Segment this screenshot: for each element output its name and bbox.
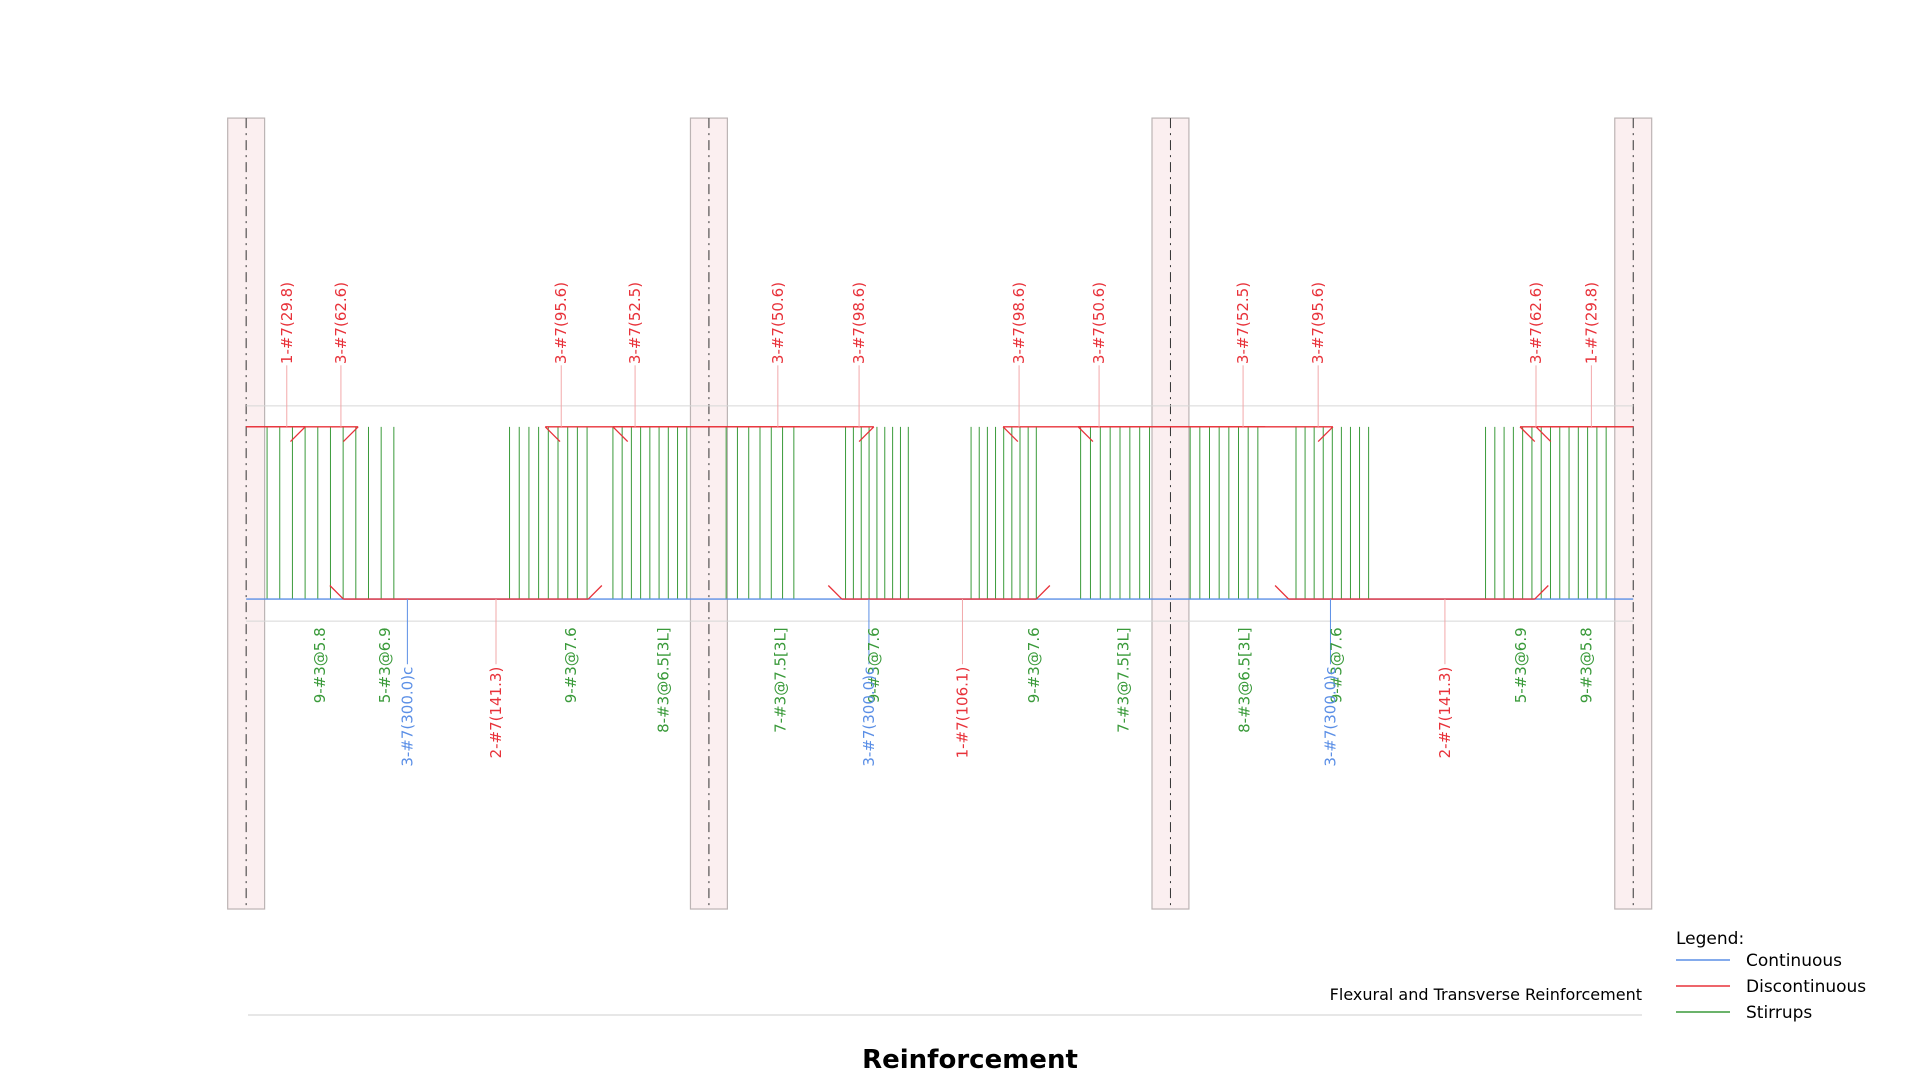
bar-hook	[329, 585, 344, 600]
bar-hook	[1035, 585, 1051, 600]
stirrup-label: 5-#3@6.9	[376, 627, 394, 703]
bottom-bar-label: 1-#7(106.1)	[953, 667, 971, 759]
stirrup-label: 7-#3@7.5[3L]	[771, 627, 789, 733]
bar-hook	[587, 585, 603, 600]
stirrup-label: 9-#3@7.6	[865, 627, 883, 703]
stirrup-label: 7-#3@7.5[3L]	[1115, 627, 1133, 733]
label-leaders	[286, 365, 1592, 665]
top-bar-label: 3-#7(95.6)	[1309, 282, 1327, 364]
caption: Flexural and Transverse Reinforcement	[1330, 985, 1642, 1004]
top-bar-label: 3-#7(98.6)	[850, 282, 868, 364]
top-bar-label: 1-#7(29.8)	[278, 282, 296, 364]
top-bar-label: 3-#7(52.5)	[1234, 282, 1252, 364]
diagram-title: Reinforcement	[862, 1045, 1078, 1075]
stirrup-label: 9-#3@7.6	[1025, 627, 1043, 703]
supports	[227, 117, 1653, 910]
stirrup-lines	[266, 426, 1607, 600]
bottom-bar-label: 2-#7(141.3)	[487, 667, 505, 759]
top-bar-label: 1-#7(29.8)	[1582, 282, 1600, 364]
stirrup-label: 8-#3@6.5[3L]	[1235, 627, 1253, 733]
bar-hook	[1274, 585, 1290, 600]
stirrup-label: 5-#3@6.9	[1512, 627, 1530, 703]
bar-hook	[342, 426, 359, 443]
guide-lines	[246, 405, 1634, 622]
stirrup-label: 9-#3@5.8	[311, 627, 329, 703]
bar-hook	[827, 585, 843, 600]
top-bar-label: 3-#7(50.6)	[1090, 282, 1108, 364]
bar-hook	[1002, 426, 1019, 443]
continuous-bar-label: 3-#7(300.0)c	[860, 667, 878, 767]
bar-hook	[612, 426, 629, 443]
legend: Legend: Continuous Discontinuous Stirrup…	[1676, 929, 1866, 1023]
stirrup-label: 9-#3@5.8	[1577, 627, 1595, 703]
continuous-bar-label: 3-#7(300.0)c	[1321, 667, 1339, 767]
bar-hook	[1077, 426, 1094, 443]
bar-hook	[290, 426, 306, 443]
legend-label-continuous: Continuous	[1746, 951, 1842, 971]
top-bar-label: 3-#7(95.6)	[552, 282, 570, 364]
bar-hook	[1317, 426, 1334, 443]
bottom-bar-label: 2-#7(141.3)	[1436, 667, 1454, 759]
bar-hook	[1534, 585, 1549, 600]
stirrup-label: 9-#3@7.6	[562, 627, 580, 703]
top-bar-label: 3-#7(62.6)	[332, 282, 350, 364]
rebar-lines	[246, 426, 1634, 600]
support-column	[689, 117, 728, 910]
support-column	[227, 117, 266, 910]
legend-label-discontinuous: Discontinuous	[1746, 977, 1866, 997]
top-bar-label: 3-#7(98.6)	[1010, 282, 1028, 364]
top-bar-label: 3-#7(62.6)	[1527, 282, 1545, 364]
bar-hook	[1535, 426, 1552, 443]
bar-labels: 1-#7(29.8) 3-#7(62.6) 3-#7(95.6) 3-#7(52.5)…	[278, 282, 1601, 767]
bar-hook	[544, 426, 561, 443]
bar-hook	[1519, 426, 1536, 443]
legend-title: Legend:	[1676, 929, 1744, 949]
continuous-bar-label: 3-#7(300.0)c	[398, 667, 416, 767]
support-column	[1614, 117, 1653, 910]
top-bar-label: 3-#7(52.5)	[626, 282, 644, 364]
stirrup-label: 8-#3@6.5[3L]	[654, 627, 672, 733]
top-bar-label: 3-#7(50.6)	[769, 282, 787, 364]
stirrup-label: 9-#3@7.6	[1328, 627, 1346, 703]
legend-label-stirrups: Stirrups	[1746, 1003, 1812, 1023]
bar-hook	[858, 426, 875, 443]
